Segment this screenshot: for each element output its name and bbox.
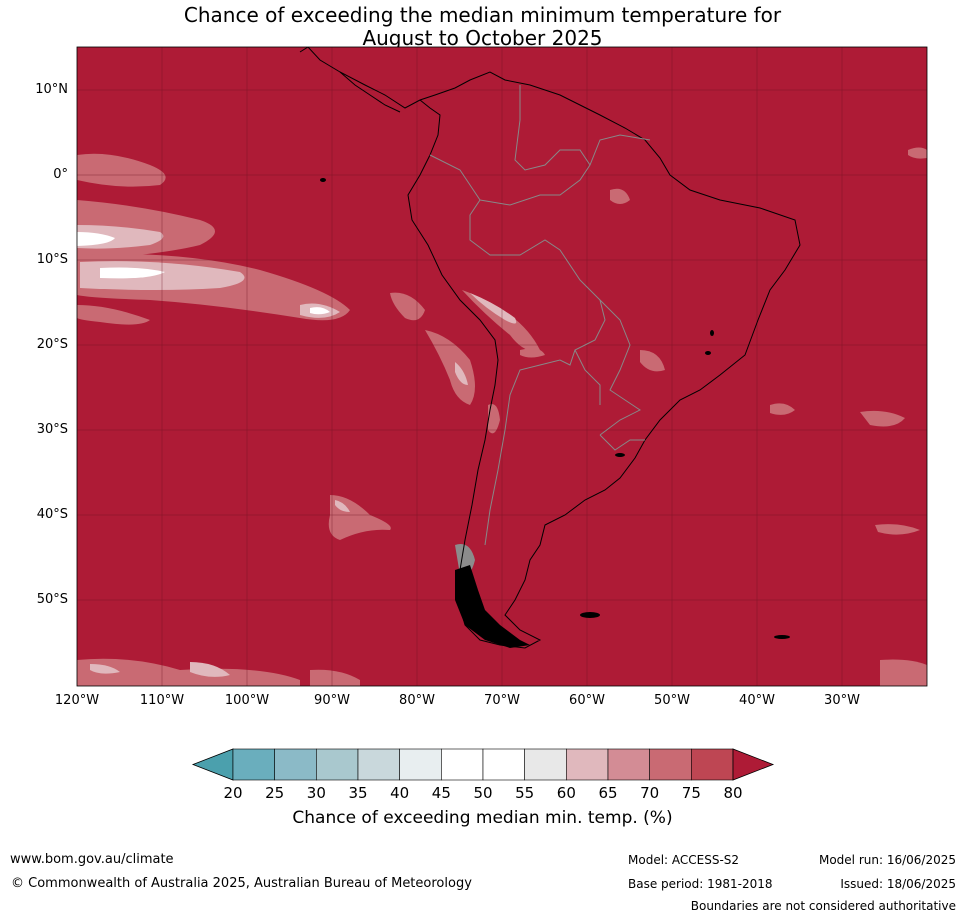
colorbar-tick-label: 70 (640, 784, 660, 802)
lon-label-90w: 90°W (314, 693, 350, 708)
colorbar-tick-label: 40 (390, 784, 410, 802)
chart-title: Chance of exceeding the median minimum t… (0, 4, 965, 50)
colorbar-segment (274, 748, 317, 781)
colorbar-label: Chance of exceeding median min. temp. (%… (292, 808, 673, 828)
colorbar-segment (357, 748, 400, 781)
colorbar-segment (524, 748, 567, 781)
lon-label-40w: 40°W (739, 693, 775, 708)
colorbar-segment (607, 748, 650, 781)
andes-patches (455, 290, 540, 576)
lat-label-10n: 10°N (35, 82, 68, 97)
colorbar-segment (441, 748, 484, 781)
colorbar-segment (691, 748, 734, 781)
colorbar-tick-label: 45 (431, 784, 451, 802)
lon-label-100w: 100°W (224, 693, 270, 708)
model-run-text: Model run: 16/06/2025 (818, 853, 956, 867)
colorbar-tick-label: 60 (556, 784, 576, 802)
colorbar-tick-label: 20 (223, 784, 243, 802)
lon-label-30w: 30°W (824, 693, 860, 708)
atlantic-patches (520, 147, 927, 535)
colorbar (191, 748, 775, 781)
lat-label-50s: 50°S (36, 592, 68, 607)
colorbar-tick-label: 75 (681, 784, 701, 802)
colorbar-tick-label: 55 (515, 784, 535, 802)
lat-label-10s: 10°S (36, 252, 68, 267)
colorbar-tick-label: 80 (723, 784, 743, 802)
lon-label-120w: 120°W (54, 693, 100, 708)
colorbar-tick-label: 25 (265, 784, 285, 802)
lat-label-30s: 30°S (36, 422, 68, 437)
colorbar-segment (316, 748, 359, 781)
lat-label-0: 0° (53, 167, 68, 182)
lon-label-70w: 70°W (484, 693, 520, 708)
graticule (77, 47, 927, 686)
colorbar-segment (399, 748, 442, 781)
islands (320, 178, 790, 639)
colorbar-tick-label: 30 (306, 784, 326, 802)
lat-label-40s: 40°S (36, 507, 68, 522)
country-borders (429, 85, 651, 546)
website-text: www.bom.gov.au/climate (10, 852, 174, 867)
lat-label-20s: 20°S (36, 337, 68, 352)
colorbar-tick-label: 35 (348, 784, 368, 802)
lon-label-60w: 60°W (569, 693, 605, 708)
colorbar-segment (482, 748, 525, 781)
issued-text: Issued: 18/06/2025 (840, 877, 956, 891)
base-period-text: Base period: 1981-2018 (628, 877, 773, 891)
model-text: Model: ACCESS-S2 (628, 853, 740, 867)
patagonia-fjords (455, 565, 530, 648)
title-line-2: August to October 2025 (362, 26, 603, 50)
south-america-coastline (307, 47, 801, 649)
colorbar-tick-label: 65 (598, 784, 618, 802)
colorbar-segment (232, 748, 275, 781)
colorbar-segment (566, 748, 609, 781)
disclaimer-text: Boundaries are not considered authoritat… (690, 899, 956, 913)
colorbar-tick-label: 50 (473, 784, 493, 802)
title-line-1: Chance of exceeding the median minimum t… (183, 3, 782, 27)
copyright-text: © Commonwealth of Australia 2025, Austra… (11, 876, 472, 891)
map-frame (76, 46, 928, 687)
lon-label-110w: 110°W (139, 693, 185, 708)
lon-label-50w: 50°W (654, 693, 690, 708)
lon-label-80w: 80°W (399, 693, 435, 708)
map-area (77, 47, 927, 686)
central-america-coastline (299, 47, 401, 113)
colorbar-segment (649, 748, 692, 781)
colorbar-extend-high (732, 748, 775, 781)
colorbar-extend-low (191, 748, 234, 781)
